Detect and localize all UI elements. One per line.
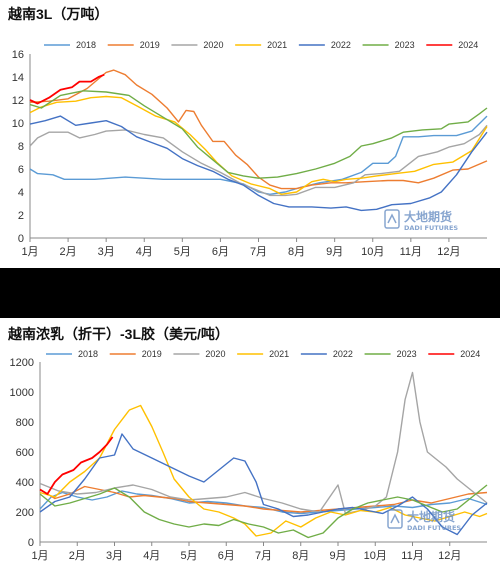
y-tick-label: 0 — [28, 537, 34, 549]
x-tick-label: 8月 — [292, 550, 309, 562]
x-tick-label: 10月 — [361, 246, 384, 258]
series-line-2022 — [39, 433, 488, 536]
logo-mark — [390, 513, 400, 524]
legend-label-2023: 2023 — [395, 40, 415, 50]
watermark-sub: DADI FUTURES — [404, 224, 458, 232]
chart-svg: 0 2 4 6 8 10 12 14 16 1月 2月 3月 4月 5月 6月 7月 8月 9月 10月 11月 12月… — [12, 40, 488, 258]
y-tick-label: 6 — [18, 164, 24, 176]
y-tick-label: 600 — [16, 447, 34, 459]
x-tick-label: 1月 — [21, 246, 38, 258]
chart-title: 越南3L（万吨） — [8, 6, 109, 22]
chart-panel-vietnam-3l: 越南3L（万吨） 0 2 4 6 8 10 12 14 16 1月 2月 3月 4月 5月 6月 7月 8月 9月… — [0, 0, 500, 268]
legend-label-2023: 2023 — [397, 349, 417, 359]
y-tick-label: 10 — [12, 118, 24, 130]
x-tick-label: 6月 — [218, 550, 235, 562]
series-line-2022 — [29, 115, 488, 212]
x-tick-label: 12月 — [438, 550, 461, 562]
y-tick-label: 1000 — [10, 387, 34, 399]
x-tick-label: 3月 — [106, 550, 123, 562]
series-line-2019 — [29, 69, 488, 190]
x-tick-label: 12月 — [437, 246, 460, 258]
legend-label-2020: 2020 — [203, 40, 223, 50]
legend-label-2020: 2020 — [205, 349, 225, 359]
x-tick-label: 11月 — [400, 246, 422, 258]
chart-panel-concentrated-latex-spread: 越南浓乳（折干）-3L胶（美元/吨） 0 200 400 600 800 1000 1200… — [0, 318, 500, 577]
x-tick-label: 9月 — [329, 550, 346, 562]
legend-label-2022: 2022 — [333, 349, 353, 359]
divider-band — [0, 268, 500, 318]
legend-label-2021: 2021 — [267, 40, 287, 50]
y-tick-label: 1200 — [10, 357, 34, 369]
y-tick-label: 800 — [16, 417, 34, 429]
series-line-2023 — [39, 484, 488, 539]
chart-svg: 0 200 400 600 800 1000 1200 1月 2月 3月 4月 5月 6月 7月 8月 9月 1… — [10, 349, 488, 562]
x-tick-label: 5月 — [180, 550, 197, 562]
x-tick-label: 2月 — [60, 246, 77, 258]
x-tick-label: 5月 — [174, 246, 191, 258]
y-tick-label: 12 — [12, 95, 24, 107]
x-tick-label: 6月 — [212, 246, 229, 258]
y-tick-label: 0 — [18, 233, 24, 245]
series-line-2021 — [39, 404, 488, 537]
watermark-name: 大地期货 — [404, 209, 452, 224]
y-tick-label: 14 — [12, 72, 24, 84]
x-tick-label: 9月 — [326, 246, 343, 258]
series-line-2024 — [29, 73, 105, 105]
series-line-2020 — [29, 124, 488, 197]
series-line-2021 — [29, 95, 488, 195]
x-tick-label: 4月 — [143, 550, 160, 562]
x-tick-label: 10月 — [364, 550, 387, 562]
legend-label-2022: 2022 — [331, 40, 351, 50]
legend-label-2021: 2021 — [269, 349, 289, 359]
y-tick-label: 16 — [12, 49, 24, 61]
logo-mark — [387, 213, 397, 224]
series-line-2024 — [39, 436, 114, 495]
x-tick-label: 2月 — [69, 550, 86, 562]
y-tick-label: 400 — [16, 477, 34, 489]
y-tick-label: 8 — [18, 141, 24, 153]
x-tick-label: 8月 — [288, 246, 305, 258]
watermark-sub: DADI FUTURES — [407, 524, 461, 532]
legend-label-2018: 2018 — [76, 40, 96, 50]
series-line-2020 — [39, 371, 488, 515]
y-tick-label: 200 — [16, 507, 34, 519]
x-tick-label: 4月 — [136, 246, 153, 258]
x-tick-label: 7月 — [255, 550, 272, 562]
x-tick-label: 1月 — [31, 550, 48, 562]
x-tick-label: 7月 — [250, 246, 267, 258]
y-tick-label: 2 — [18, 210, 24, 222]
x-tick-label: 11月 — [401, 550, 423, 562]
chart-title: 越南浓乳（折干）-3L胶（美元/吨） — [8, 326, 229, 342]
x-tick-label: 3月 — [98, 246, 115, 258]
watermark-name: 大地期货 — [407, 509, 455, 524]
legend-label-2019: 2019 — [140, 40, 160, 50]
logo-icon — [384, 209, 400, 229]
logo-icon — [387, 509, 403, 529]
legend-label-2024: 2024 — [460, 349, 480, 359]
legend-label-2018: 2018 — [78, 349, 98, 359]
legend-label-2024: 2024 — [458, 40, 478, 50]
legend-label-2019: 2019 — [142, 349, 162, 359]
series-line-2023 — [29, 90, 488, 179]
y-tick-label: 4 — [18, 187, 24, 199]
